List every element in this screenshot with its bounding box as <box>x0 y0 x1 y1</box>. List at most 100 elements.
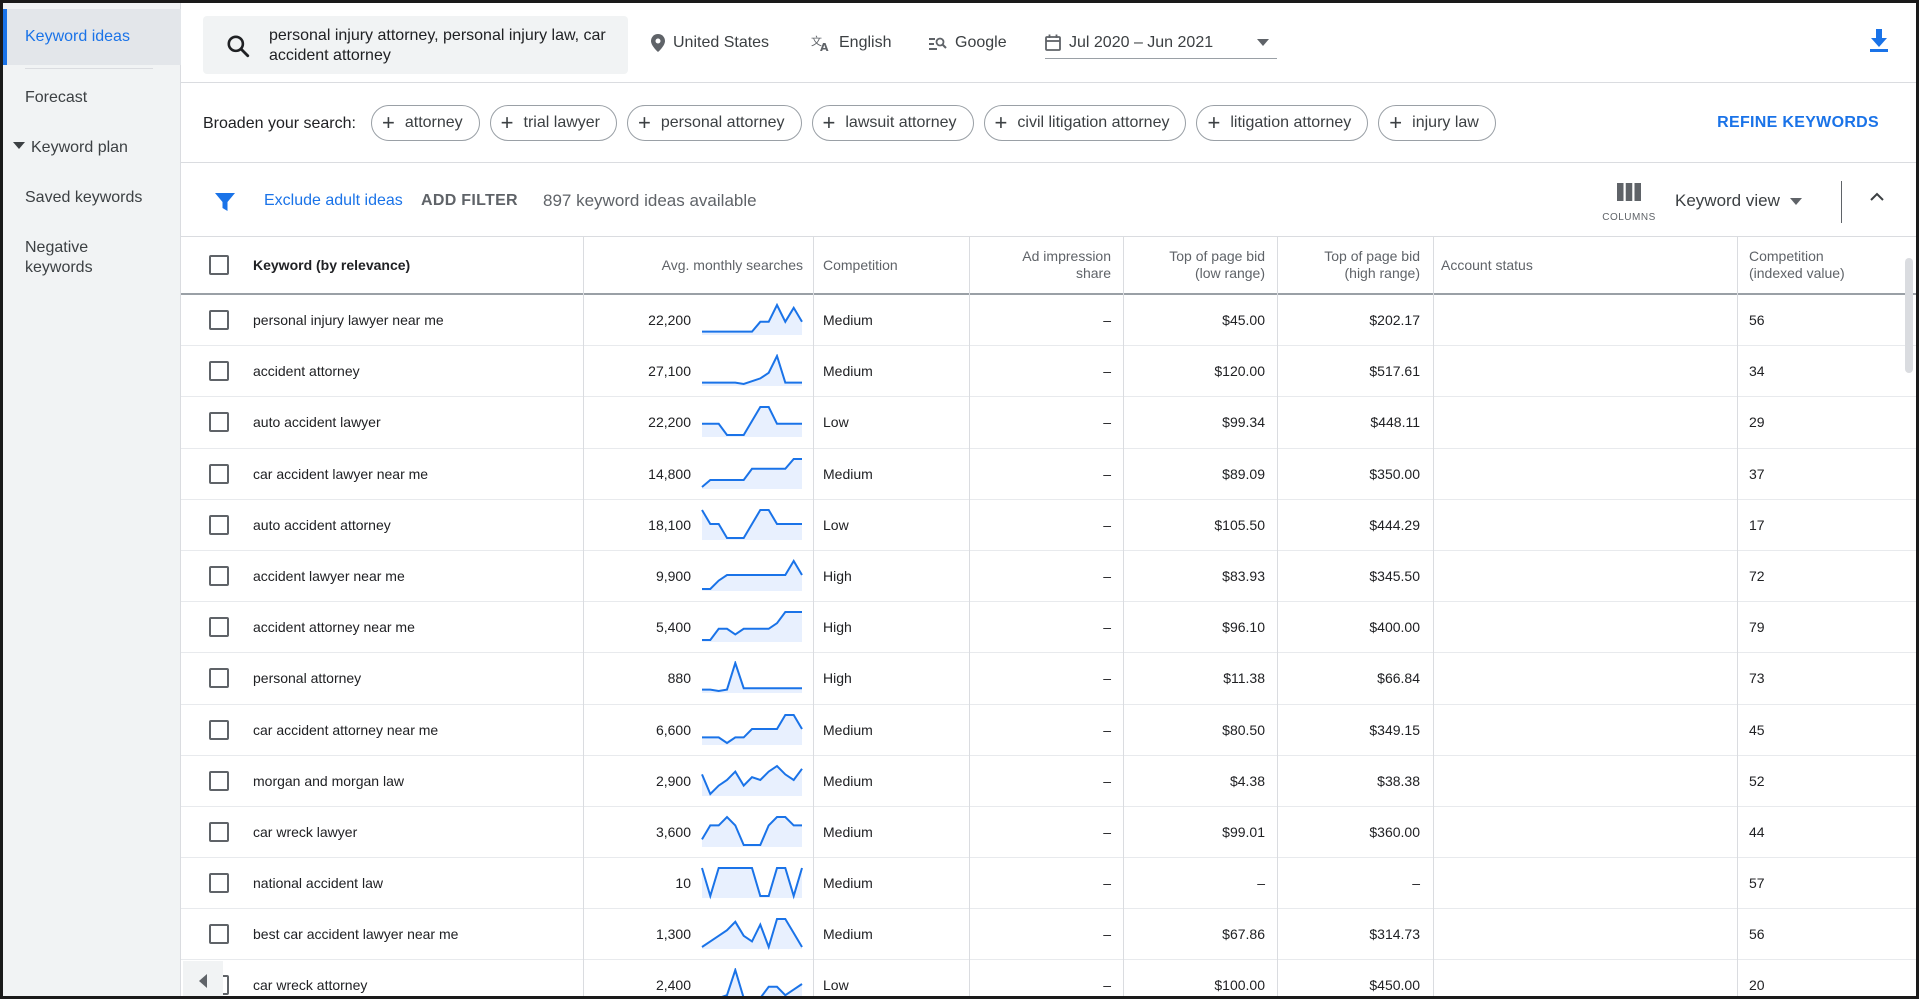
row-checkbox[interactable] <box>209 719 229 740</box>
table-row[interactable]: accident attorney near me 5,400 High – $96.1… <box>181 602 1916 654</box>
date-range-label: Jul 2020 – Jun 2021 <box>1069 33 1214 51</box>
competition-index-cell: 52 <box>1749 772 1765 789</box>
filter-icon[interactable] <box>215 192 235 212</box>
row-checkbox[interactable] <box>209 873 229 894</box>
high-bid-cell: $444.29 <box>1369 516 1420 533</box>
row-checkbox[interactable] <box>209 361 229 382</box>
col-header-competition[interactable]: Competition <box>823 256 898 273</box>
sidebar-item-label: Negative keywords <box>25 239 93 276</box>
broaden-chip[interactable]: + trial lawyer <box>489 105 617 141</box>
table-row[interactable]: personal attorney 880 High – $11.38 $66.84 73 <box>181 653 1916 705</box>
sparkline-line <box>701 918 803 951</box>
table-row[interactable]: auto accident lawyer 22,200 Low – $99.34 $448… <box>181 397 1916 449</box>
sparkline-area <box>702 305 802 335</box>
header-line: (low range) <box>1194 265 1265 281</box>
low-bid-cell: $80.50 <box>1222 721 1265 738</box>
trend-sparkline <box>702 558 803 591</box>
col-header-ad-impression-share[interactable]: Ad impression share <box>971 237 1111 293</box>
competition-index-cell: 34 <box>1749 363 1765 380</box>
chip-label: lawsuit attorney <box>845 114 957 131</box>
sidebar-item-keyword-ideas[interactable]: Keyword ideas <box>3 9 181 65</box>
col-header-keyword[interactable]: Keyword (by relevance) <box>253 256 411 273</box>
ad-impression-share-cell: – <box>1103 414 1111 431</box>
vertical-scrollbar[interactable] <box>1905 258 1913 373</box>
table-row[interactable]: accident lawyer near me 9,900 High – $83.93 $… <box>181 551 1916 603</box>
table-row[interactable]: car accident lawyer near me 14,800 Medium –… <box>181 449 1916 500</box>
low-bid-cell: $105.50 <box>1214 516 1265 533</box>
col-header-high-bid[interactable]: Top of page bid (high range) <box>1275 237 1420 293</box>
col-header-avg-monthly-searches[interactable]: Avg. monthly searches <box>661 256 803 273</box>
network-selector[interactable]: Google <box>929 31 1007 55</box>
broaden-chip[interactable]: + lawsuit attorney <box>811 105 974 141</box>
row-checkbox[interactable] <box>209 565 229 586</box>
broaden-chip[interactable]: + civil litigation attorney <box>983 105 1187 141</box>
row-checkbox[interactable] <box>209 463 229 484</box>
table-row[interactable]: car wreck attorney 2,400 Low – $100.00 $450.0… <box>181 960 1916 996</box>
row-checkbox[interactable] <box>209 668 229 689</box>
table-row[interactable]: auto accident attorney 18,100 Low – $105.50 $… <box>181 500 1916 551</box>
table-row[interactable]: accident attorney 27,100 Medium – $120.00 $51… <box>181 346 1916 398</box>
broaden-chip[interactable]: + injury law <box>1378 105 1496 141</box>
low-bid-cell: $11.38 <box>1223 670 1265 687</box>
table-row[interactable]: morgan and morgan law 2,900 Medium – $4.38 $3… <box>181 756 1916 807</box>
sidebar-item-negative-keywords[interactable]: Negative keywords <box>3 238 133 278</box>
exclude-adult-ideas-filter[interactable]: Exclude adult ideas <box>264 192 403 209</box>
col-header-competition-indexed[interactable]: Competition (indexed value) <box>1749 237 1909 293</box>
row-checkbox[interactable] <box>209 412 229 433</box>
high-bid-cell: $66.84 <box>1377 670 1420 687</box>
sidebar-item-forecast[interactable]: Forecast <box>3 88 181 108</box>
sidebar-item-keyword-plan[interactable]: Keyword plan <box>3 138 181 158</box>
avg-searches-cell: 14,800 <box>648 465 691 482</box>
location-selector[interactable]: United States <box>651 31 769 55</box>
add-filter-button[interactable]: ADD FILTER <box>421 192 518 209</box>
broaden-chip[interactable]: + litigation attorney <box>1196 105 1369 141</box>
sparkline-line <box>701 815 802 846</box>
high-bid-cell: $349.15 <box>1369 721 1420 738</box>
low-bid-cell: $100.00 <box>1214 977 1265 994</box>
filter-bar: Exclude adult ideas ADD FILTER 897 keywo… <box>181 165 1916 237</box>
sparkline-line <box>701 867 803 900</box>
sparkline-area <box>702 816 802 847</box>
search-input[interactable]: personal injury attorney, personal injur… <box>269 27 606 64</box>
high-bid-cell: $517.61 <box>1369 363 1420 380</box>
col-header-low-bid[interactable]: Top of page bid (low range) <box>1121 237 1265 293</box>
row-checkbox[interactable] <box>209 821 229 842</box>
trend-sparkline <box>701 918 803 951</box>
column-divider <box>969 237 970 996</box>
high-bid-cell: $314.73 <box>1369 926 1420 943</box>
columns-label: COLUMNS <box>1602 212 1656 223</box>
download-icon[interactable] <box>1869 29 1889 53</box>
sparkline-line <box>702 661 802 693</box>
plus-icon: + <box>994 110 1008 135</box>
date-range-selector[interactable]: Jul 2020 – Jun 2021 <box>1045 27 1277 59</box>
sidebar-item-saved-keywords[interactable]: Saved keywords <box>3 188 181 208</box>
row-checkbox[interactable] <box>209 310 229 330</box>
chevron-up-icon[interactable] <box>1869 191 1885 203</box>
sparkline-line <box>722 968 803 996</box>
table-row[interactable]: personal injury lawyer near me 22,200 Medi… <box>181 295 1916 347</box>
scroll-left-button[interactable] <box>183 961 223 996</box>
select-all-checkbox[interactable] <box>209 255 229 275</box>
high-bid-cell: $350.00 <box>1369 465 1420 482</box>
broaden-chip[interactable]: + personal attorney <box>627 105 802 141</box>
refine-keywords-button[interactable]: REFINE KEYWORDS <box>1717 114 1879 131</box>
trend-sparkline <box>701 815 802 847</box>
high-bid-cell: $345.50 <box>1369 567 1420 584</box>
row-checkbox[interactable] <box>209 770 229 791</box>
table-row[interactable]: car wreck lawyer 3,600 Medium – $99.01 $360.0… <box>181 807 1916 859</box>
competition-cell: High <box>823 567 852 584</box>
plus-icon: + <box>1389 110 1403 135</box>
avg-searches-cell: 27,100 <box>648 363 691 380</box>
table-row[interactable]: national accident law 10 Medium – – – 57 <box>181 858 1916 910</box>
col-header-account-status[interactable]: Account status <box>1441 256 1533 273</box>
table-row[interactable]: car accident attorney near me 6,600 Medium… <box>181 705 1916 756</box>
keyword-view-dropdown[interactable]: Keyword view <box>1675 191 1802 211</box>
row-checkbox[interactable] <box>209 617 229 638</box>
table-row[interactable]: best car accident lawyer near me 1,300 Med… <box>181 909 1916 961</box>
row-checkbox[interactable] <box>209 514 229 535</box>
keyword-search-box[interactable]: personal injury attorney, personal injur… <box>203 16 628 74</box>
row-checkbox[interactable] <box>209 924 229 945</box>
broaden-chip[interactable]: + attorney <box>371 105 480 141</box>
columns-button[interactable]: COLUMNS <box>1599 183 1659 223</box>
